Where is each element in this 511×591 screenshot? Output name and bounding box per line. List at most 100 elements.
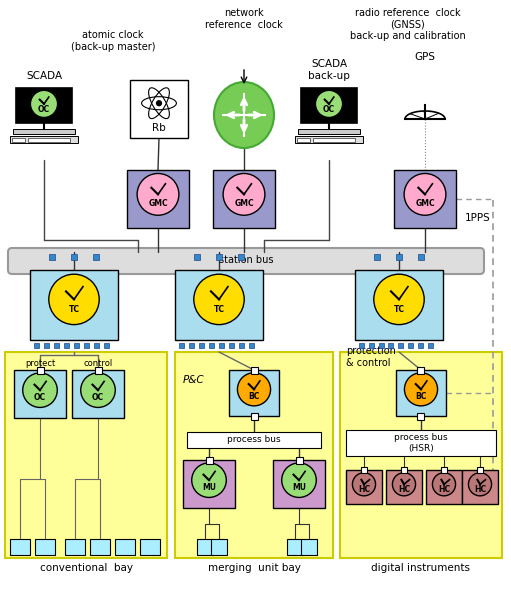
FancyBboxPatch shape <box>418 254 424 260</box>
FancyBboxPatch shape <box>211 539 227 555</box>
FancyBboxPatch shape <box>43 343 49 348</box>
FancyBboxPatch shape <box>273 460 325 508</box>
Text: GMC: GMC <box>415 199 435 207</box>
Circle shape <box>192 463 226 498</box>
FancyBboxPatch shape <box>13 129 75 134</box>
FancyBboxPatch shape <box>396 370 446 416</box>
FancyBboxPatch shape <box>63 343 68 348</box>
Text: 1PPS: 1PPS <box>465 213 491 223</box>
FancyBboxPatch shape <box>298 129 360 134</box>
Text: process bus: process bus <box>227 436 281 444</box>
Text: HC: HC <box>398 485 410 493</box>
Text: SCADA
back-up: SCADA back-up <box>308 60 350 81</box>
FancyBboxPatch shape <box>346 430 496 456</box>
Text: atomic clock
(back-up master): atomic clock (back-up master) <box>71 30 155 51</box>
FancyBboxPatch shape <box>386 470 422 504</box>
Text: protection
& control: protection & control <box>346 346 396 368</box>
FancyBboxPatch shape <box>477 467 483 473</box>
FancyBboxPatch shape <box>175 352 333 558</box>
FancyBboxPatch shape <box>194 254 200 260</box>
Text: P&C: P&C <box>183 375 204 385</box>
FancyBboxPatch shape <box>213 170 275 228</box>
Text: TC: TC <box>393 306 405 314</box>
Text: control: control <box>83 359 112 368</box>
FancyBboxPatch shape <box>301 539 317 555</box>
Text: protect: protect <box>25 359 55 368</box>
FancyBboxPatch shape <box>462 470 498 504</box>
FancyBboxPatch shape <box>346 470 382 504</box>
FancyBboxPatch shape <box>178 343 183 348</box>
FancyBboxPatch shape <box>399 343 404 348</box>
FancyBboxPatch shape <box>287 539 303 555</box>
Text: TC: TC <box>214 306 224 314</box>
FancyBboxPatch shape <box>49 254 55 260</box>
FancyBboxPatch shape <box>301 88 357 124</box>
FancyBboxPatch shape <box>374 254 380 260</box>
Text: HC: HC <box>474 485 486 493</box>
FancyBboxPatch shape <box>189 343 194 348</box>
FancyBboxPatch shape <box>250 366 258 374</box>
FancyBboxPatch shape <box>219 343 223 348</box>
Circle shape <box>404 373 437 406</box>
FancyBboxPatch shape <box>130 80 188 138</box>
FancyBboxPatch shape <box>216 254 222 260</box>
FancyBboxPatch shape <box>441 467 447 473</box>
FancyBboxPatch shape <box>250 413 258 420</box>
Text: OC: OC <box>323 105 335 114</box>
FancyBboxPatch shape <box>94 343 99 348</box>
Text: OC: OC <box>34 393 46 402</box>
FancyBboxPatch shape <box>229 370 279 416</box>
FancyBboxPatch shape <box>72 370 124 418</box>
Circle shape <box>238 373 270 406</box>
FancyBboxPatch shape <box>28 138 69 142</box>
FancyBboxPatch shape <box>239 343 244 348</box>
FancyBboxPatch shape <box>408 343 413 348</box>
Circle shape <box>404 174 446 215</box>
FancyBboxPatch shape <box>419 343 424 348</box>
FancyBboxPatch shape <box>197 539 213 555</box>
FancyBboxPatch shape <box>295 137 363 144</box>
FancyBboxPatch shape <box>361 467 367 473</box>
Text: merging  unit bay: merging unit bay <box>207 563 300 573</box>
Text: Rb: Rb <box>152 122 166 132</box>
FancyBboxPatch shape <box>340 352 502 558</box>
Text: BC: BC <box>415 392 427 401</box>
FancyBboxPatch shape <box>95 366 102 374</box>
FancyBboxPatch shape <box>205 456 213 463</box>
FancyBboxPatch shape <box>355 270 443 340</box>
FancyBboxPatch shape <box>394 170 456 228</box>
FancyBboxPatch shape <box>313 138 355 142</box>
FancyBboxPatch shape <box>183 460 235 508</box>
FancyBboxPatch shape <box>368 343 374 348</box>
FancyBboxPatch shape <box>127 170 189 228</box>
Text: GPS: GPS <box>414 52 435 62</box>
Text: GMC: GMC <box>148 199 168 207</box>
FancyBboxPatch shape <box>10 539 30 555</box>
FancyBboxPatch shape <box>30 270 118 340</box>
FancyBboxPatch shape <box>417 413 425 420</box>
FancyBboxPatch shape <box>429 343 433 348</box>
Circle shape <box>49 274 99 324</box>
FancyBboxPatch shape <box>140 539 160 555</box>
FancyBboxPatch shape <box>34 343 38 348</box>
FancyBboxPatch shape <box>297 138 310 142</box>
FancyBboxPatch shape <box>35 539 55 555</box>
FancyBboxPatch shape <box>71 254 77 260</box>
FancyBboxPatch shape <box>396 254 402 260</box>
Text: process bus
(HSR): process bus (HSR) <box>394 433 448 453</box>
Text: GMC: GMC <box>234 199 254 207</box>
Text: OC: OC <box>92 393 104 402</box>
FancyBboxPatch shape <box>388 343 393 348</box>
FancyBboxPatch shape <box>65 539 85 555</box>
FancyBboxPatch shape <box>228 343 234 348</box>
FancyBboxPatch shape <box>5 352 167 558</box>
FancyBboxPatch shape <box>187 432 321 448</box>
Text: MU: MU <box>292 483 306 492</box>
FancyBboxPatch shape <box>175 270 263 340</box>
Circle shape <box>223 174 265 215</box>
FancyBboxPatch shape <box>238 254 244 260</box>
FancyBboxPatch shape <box>379 343 383 348</box>
Circle shape <box>31 90 57 118</box>
Text: conventional  bay: conventional bay <box>39 563 132 573</box>
Circle shape <box>194 274 244 324</box>
